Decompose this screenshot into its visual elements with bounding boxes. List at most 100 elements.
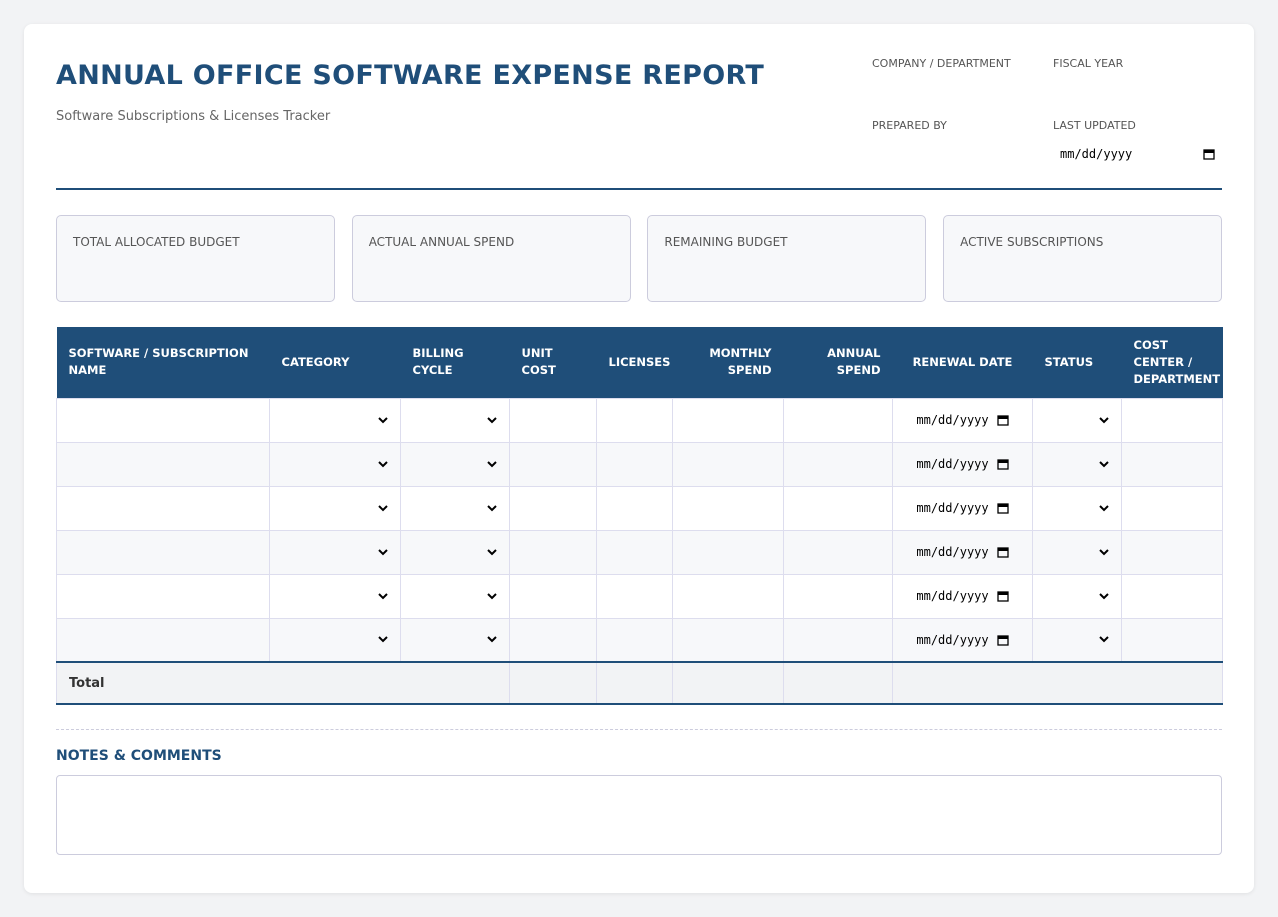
cell[interactable] bbox=[1121, 397, 1223, 443]
cell[interactable] bbox=[1121, 485, 1223, 531]
cell[interactable] bbox=[1032, 573, 1122, 619]
select[interactable] bbox=[1045, 548, 1109, 556]
select[interactable] bbox=[282, 460, 388, 468]
cell[interactable] bbox=[783, 441, 893, 487]
cell[interactable] bbox=[672, 617, 784, 663]
cell[interactable] bbox=[783, 617, 893, 663]
cell[interactable] bbox=[400, 617, 510, 663]
date-input[interactable]: mm/dd/yyyy bbox=[905, 633, 1020, 647]
select[interactable] bbox=[413, 416, 497, 424]
select[interactable] bbox=[413, 636, 497, 643]
cell[interactable]: mm/dd/yyyy bbox=[892, 441, 1033, 487]
select[interactable] bbox=[282, 592, 388, 600]
select[interactable] bbox=[1045, 636, 1109, 643]
cell[interactable] bbox=[400, 441, 510, 487]
cell[interactable] bbox=[672, 573, 784, 619]
select[interactable] bbox=[1045, 416, 1109, 424]
cell[interactable] bbox=[783, 397, 893, 443]
cell[interactable] bbox=[1032, 441, 1122, 487]
cell[interactable] bbox=[1032, 485, 1122, 531]
cell[interactable] bbox=[672, 485, 784, 531]
cell[interactable] bbox=[1121, 529, 1223, 575]
select[interactable] bbox=[413, 548, 497, 556]
cell[interactable] bbox=[672, 529, 784, 575]
cell[interactable] bbox=[596, 485, 673, 531]
cell[interactable] bbox=[269, 573, 401, 619]
cell[interactable] bbox=[56, 529, 270, 575]
cell[interactable] bbox=[783, 573, 893, 619]
cell[interactable] bbox=[596, 617, 673, 663]
cell[interactable] bbox=[56, 617, 270, 663]
select[interactable] bbox=[282, 416, 388, 424]
cell[interactable] bbox=[56, 485, 270, 531]
select[interactable] bbox=[1045, 460, 1109, 468]
cell[interactable] bbox=[1121, 617, 1223, 663]
date-input[interactable]: mm/dd/yyyy bbox=[905, 589, 1020, 603]
select[interactable] bbox=[282, 548, 388, 556]
cell[interactable] bbox=[269, 485, 401, 531]
cell[interactable] bbox=[783, 485, 893, 531]
cell[interactable] bbox=[596, 441, 673, 487]
cell[interactable] bbox=[509, 617, 597, 663]
cell[interactable] bbox=[1032, 529, 1122, 575]
summary-card: ACTIVE SUBSCRIPTIONS bbox=[943, 215, 1223, 302]
cell[interactable] bbox=[509, 529, 597, 575]
chevron bbox=[1099, 548, 1109, 555]
cell[interactable] bbox=[596, 573, 673, 619]
cell[interactable] bbox=[56, 397, 270, 443]
header-rule bbox=[56, 188, 1222, 190]
select[interactable] bbox=[282, 636, 388, 643]
cell[interactable] bbox=[269, 617, 401, 663]
cell[interactable] bbox=[269, 441, 401, 487]
cell[interactable] bbox=[509, 441, 597, 487]
chevron bbox=[378, 592, 388, 599]
select[interactable] bbox=[413, 460, 497, 468]
select[interactable] bbox=[1045, 504, 1109, 512]
cell[interactable] bbox=[672, 397, 784, 443]
cell[interactable] bbox=[400, 573, 510, 619]
select[interactable] bbox=[413, 504, 497, 512]
cell[interactable] bbox=[400, 485, 510, 531]
select[interactable] bbox=[413, 592, 497, 600]
column-header: UNIT COST bbox=[509, 327, 597, 398]
date-input[interactable]: mm/dd/yyyy bbox=[905, 413, 1020, 427]
cell[interactable] bbox=[596, 397, 673, 443]
cell[interactable]: mm/dd/yyyy bbox=[892, 529, 1033, 575]
date-input[interactable]: mm/dd/yyyy bbox=[905, 457, 1020, 471]
cell[interactable] bbox=[56, 441, 270, 487]
cell[interactable] bbox=[269, 529, 401, 575]
cell[interactable]: mm/dd/yyyy bbox=[892, 617, 1033, 663]
chevron bbox=[1099, 416, 1109, 423]
cell[interactable] bbox=[672, 441, 784, 487]
cell[interactable] bbox=[509, 397, 597, 443]
chevron bbox=[487, 416, 497, 423]
chevron bbox=[378, 504, 388, 511]
cell[interactable] bbox=[596, 529, 673, 575]
cell[interactable] bbox=[56, 573, 270, 619]
date-input[interactable]: mm/dd/yyyy bbox=[905, 501, 1020, 515]
select[interactable] bbox=[1045, 592, 1109, 600]
cell[interactable] bbox=[509, 573, 597, 619]
cell[interactable]: mm/dd/yyyy bbox=[892, 573, 1033, 619]
cell[interactable] bbox=[509, 485, 597, 531]
report-card: ANNUAL OFFICE SOFTWARE EXPENSE REPORT So… bbox=[24, 24, 1254, 893]
cell[interactable] bbox=[783, 529, 893, 575]
cell[interactable] bbox=[1121, 573, 1223, 619]
last-updated-input[interactable]: mm/dd/yyyy bbox=[1060, 144, 1215, 164]
cell[interactable] bbox=[1121, 441, 1223, 487]
cell[interactable]: mm/dd/yyyy bbox=[892, 397, 1033, 443]
cell[interactable] bbox=[269, 397, 401, 443]
select[interactable] bbox=[282, 504, 388, 512]
cell[interactable] bbox=[400, 397, 510, 443]
cell[interactable] bbox=[400, 529, 510, 575]
date-placeholder: mm/dd/yyyy bbox=[916, 501, 989, 515]
calendar-icon bbox=[996, 503, 1009, 514]
cell[interactable] bbox=[1032, 397, 1122, 443]
date-input[interactable]: mm/dd/yyyy bbox=[905, 545, 1020, 559]
cell[interactable]: mm/dd/yyyy bbox=[892, 485, 1033, 531]
summary-card: ACTUAL ANNUAL SPEND bbox=[351, 215, 631, 302]
notes-textarea[interactable] bbox=[56, 775, 1222, 855]
cell[interactable] bbox=[1032, 617, 1122, 663]
total-cell bbox=[596, 661, 673, 705]
